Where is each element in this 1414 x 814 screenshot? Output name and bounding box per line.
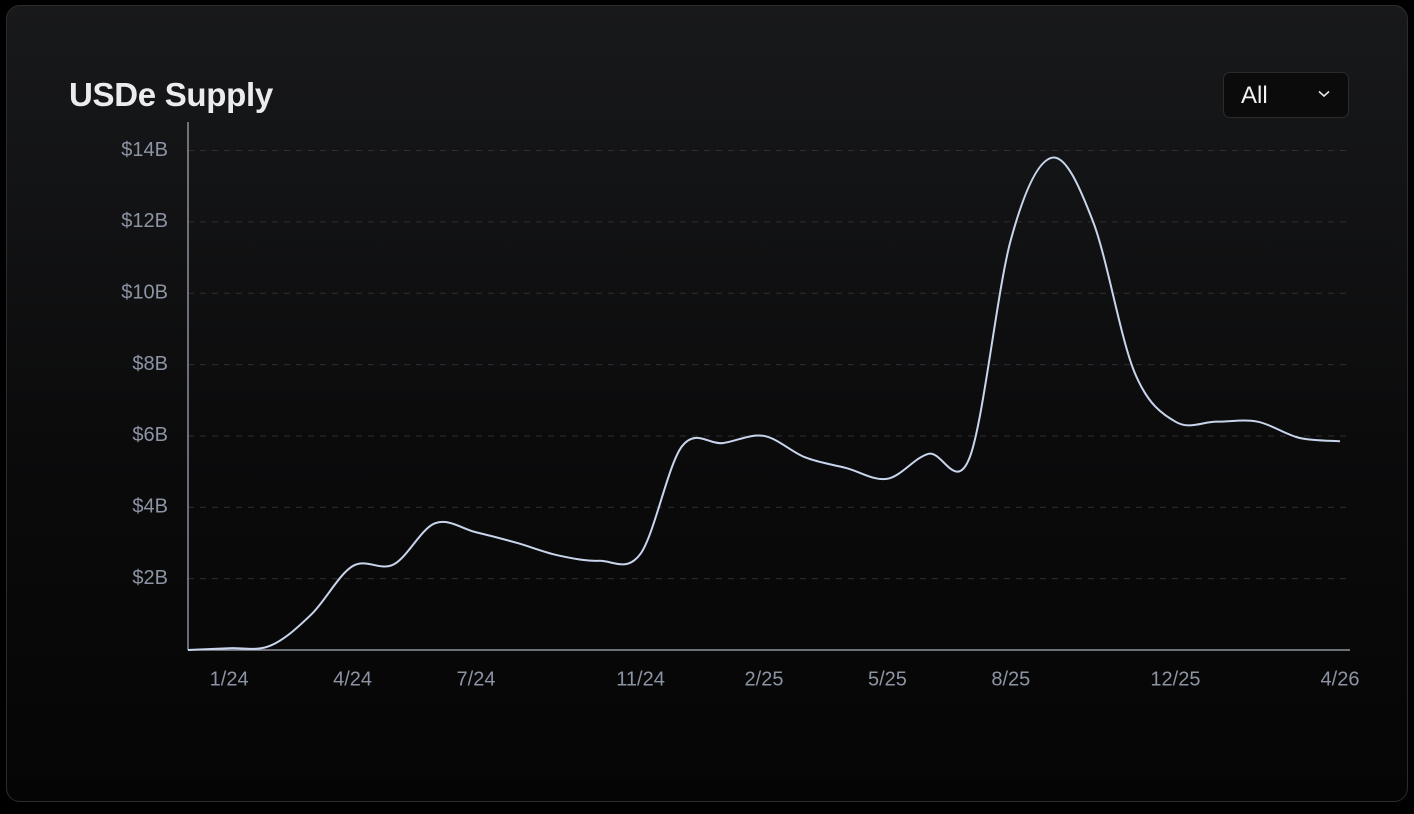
x-tick-label: 11/24 [616,668,665,690]
chevron-icon [1318,90,1330,98]
chart-title: USDe Supply [69,76,273,113]
y-tick-label: $2B [132,567,168,589]
x-tick-label: 12/25 [1150,668,1200,690]
card: USDe Supply All [6,5,1408,802]
x-tick-label: 1/24 [210,668,249,690]
x-tick-label: 2/25 [745,668,784,690]
range-dropdown[interactable]: All [1223,72,1349,118]
x-tick-label: 4/26 [1321,668,1360,690]
data-line [187,156,1341,651]
y-tick-label: $6B [132,424,168,446]
y-tick-label: $8B [132,353,168,375]
x-tick-label: 4/24 [333,668,372,690]
y-tick-label: $4B [132,496,168,518]
y-tick-label: $10B [121,282,168,304]
range-value: All [1241,82,1268,109]
y-tick-label: $12B [121,210,168,232]
x-tick-label: 5/25 [868,668,907,690]
x-tick-label: 8/25 [991,668,1030,690]
y-tick-label: $14B [121,139,168,161]
x-tick-label: 7/24 [457,668,496,690]
